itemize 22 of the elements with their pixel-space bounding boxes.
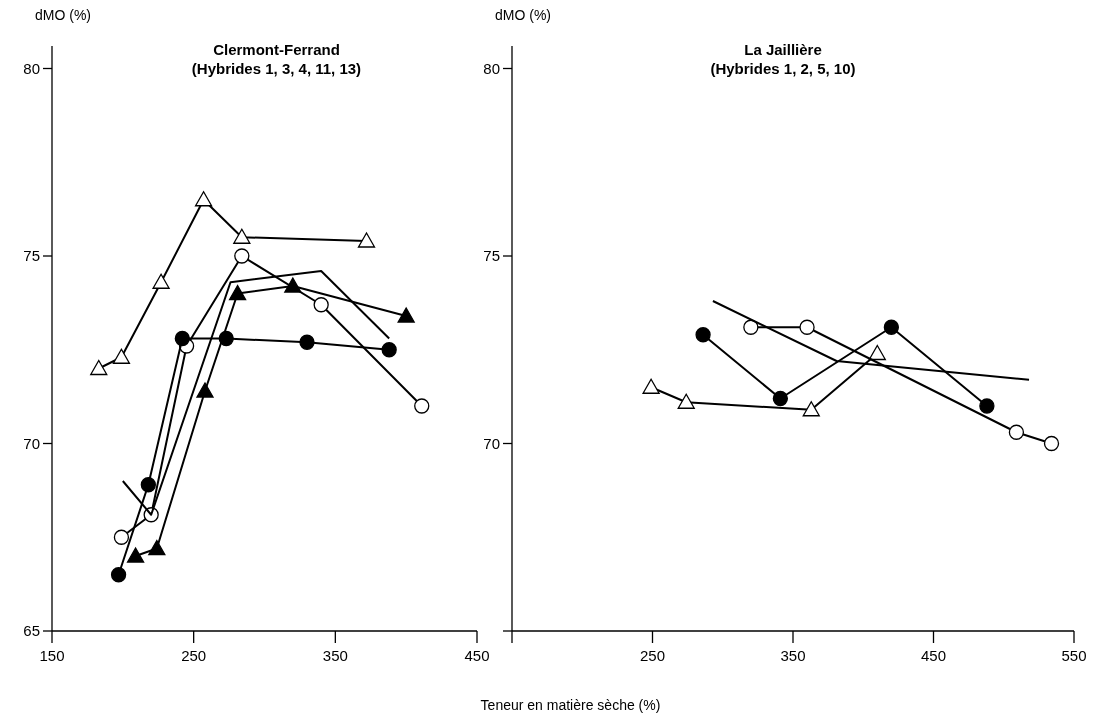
chart-title: La Jaillière: [744, 41, 822, 58]
x-tick-label: 350: [780, 647, 806, 664]
y-tick-label: 75: [23, 247, 40, 264]
x-tick-label: 250: [639, 647, 666, 664]
y-tick-label: 75: [483, 247, 500, 264]
x-tick-label: 450: [464, 647, 490, 664]
x-tick-label: 450: [920, 647, 947, 664]
y-tick-label: 70: [483, 434, 500, 452]
chart-title: Clermont-Ferrand: [213, 41, 340, 58]
y-tick-label: 80: [23, 59, 40, 77]
x-axis-title: Teneur en matière sèche (%): [480, 697, 661, 713]
x-tick-label: 150: [39, 647, 65, 664]
y-tick-label: 70: [23, 434, 40, 452]
y-axis-title: dMO (%): [35, 7, 91, 23]
x-tick-label: 550: [1061, 647, 1087, 664]
x-tick-label: 250: [181, 647, 207, 664]
text: (Hybrides 1, 3, 4, 11, 13): [191, 60, 362, 77]
y-tick-label: 65: [23, 622, 40, 639]
y-tick-label: 80: [483, 59, 500, 77]
y-axis-title: dMO (%): [495, 7, 551, 23]
x-tick-label: 350: [322, 647, 348, 664]
text: (Hybrides 1, 2, 5, 10): [710, 60, 856, 77]
